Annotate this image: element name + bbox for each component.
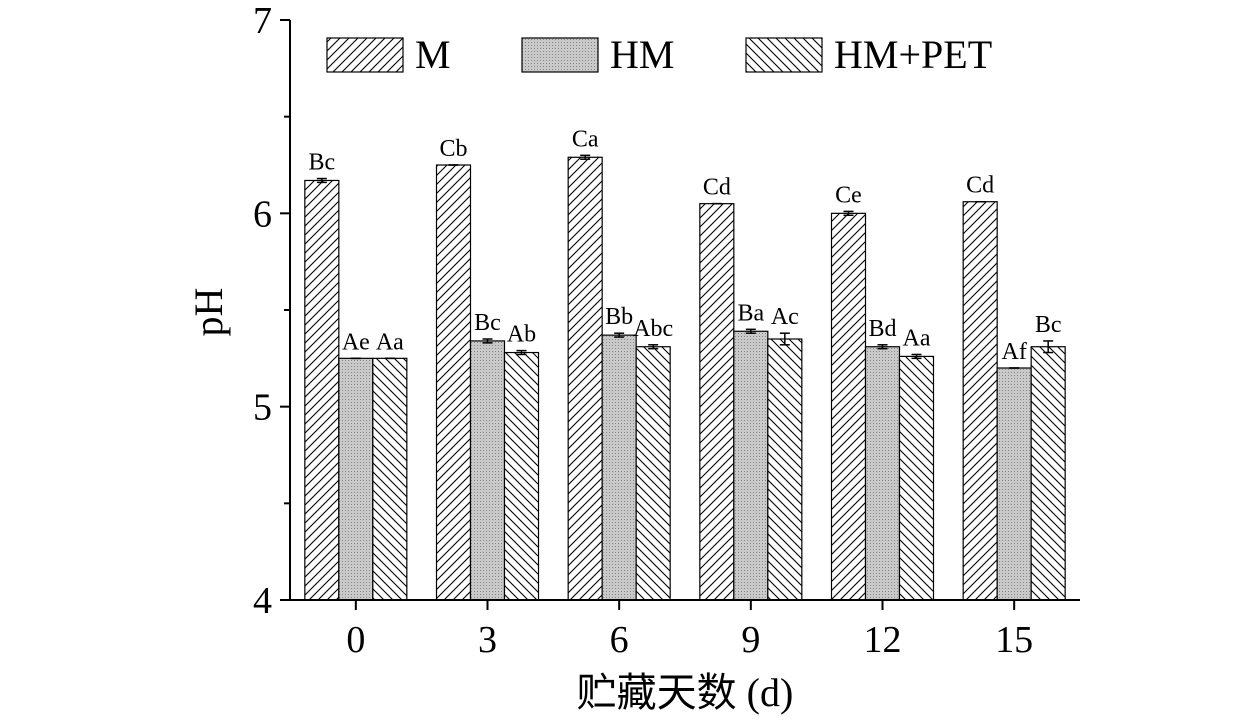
significance-label: Ae	[342, 329, 370, 355]
significance-label: Bd	[868, 316, 896, 342]
legend-swatch	[745, 37, 823, 73]
significance-label: Abc	[633, 316, 673, 342]
significance-label: Bc	[1035, 312, 1062, 338]
y-axis-title: pH	[186, 288, 231, 337]
significance-label: Af	[1002, 339, 1027, 365]
legend-swatch	[326, 37, 404, 73]
bar-m-day-9	[699, 203, 735, 601]
significance-label: Ce	[835, 182, 862, 208]
y-tick-label: 5	[253, 387, 272, 429]
legend-swatch	[521, 37, 599, 73]
significance-label: Ab	[507, 322, 536, 348]
y-ticks: 4 5 6 7	[253, 0, 290, 622]
axes-group	[289, 20, 1080, 601]
significance-label: Aa	[903, 325, 931, 351]
bar-m-day-0	[304, 179, 340, 601]
x-tick-label: 12	[864, 619, 902, 661]
bar-hm-day-9	[733, 330, 769, 601]
y-tick-label: 6	[253, 193, 272, 235]
bar-hm-pet-day-12	[898, 355, 935, 601]
y-tick-label: 4	[253, 580, 272, 622]
bar-hm-pet-day-3	[503, 351, 540, 601]
bar-hm-pet-day-6	[635, 346, 671, 601]
significance-label: Cd	[966, 173, 994, 199]
significance-label: Bc	[474, 310, 501, 336]
x-tick-label: 0	[346, 619, 365, 661]
bar-hm-day-0	[338, 357, 374, 601]
significance-label: Ca	[572, 126, 599, 152]
significance-label: Bc	[308, 150, 335, 176]
significance-label: Ba	[737, 300, 764, 326]
bar-hm-day-15	[996, 367, 1032, 601]
bar-m-day-15	[962, 201, 998, 601]
x-axis-title: 贮藏天数 (d)	[577, 670, 794, 715]
bar-hm-pet-day-0	[372, 357, 408, 601]
bar-hm-pet-day-15	[1030, 346, 1066, 601]
bar-hm-day-3	[469, 340, 506, 601]
bar-m-day-3	[435, 164, 472, 601]
x-tick-label: 15	[995, 619, 1033, 661]
x-tick-label: 6	[610, 619, 629, 661]
significance-label: Cb	[439, 136, 467, 162]
bar-hm-day-6	[601, 334, 637, 601]
bar-m-day-6	[567, 156, 603, 601]
x-tick-label: 3	[478, 619, 497, 661]
significance-label: Bb	[605, 304, 633, 330]
legend-label: M	[415, 32, 451, 77]
x-ticks: 0 3 6 9 12 15	[346, 600, 1033, 661]
x-tick-label: 9	[741, 619, 760, 661]
significance-label: Cd	[703, 175, 731, 201]
significance-label: Ac	[771, 304, 799, 330]
bar-m-day-12	[830, 212, 867, 601]
legend-label: HM	[610, 32, 674, 77]
y-tick-label: 7	[253, 0, 272, 42]
bar-hm-pet-day-9	[767, 338, 803, 601]
bar-hm-day-12	[864, 346, 901, 601]
legend: M HM HM+PET	[326, 32, 992, 77]
significance-label: Aa	[376, 329, 404, 355]
legend-label: HM+PET	[834, 32, 992, 77]
